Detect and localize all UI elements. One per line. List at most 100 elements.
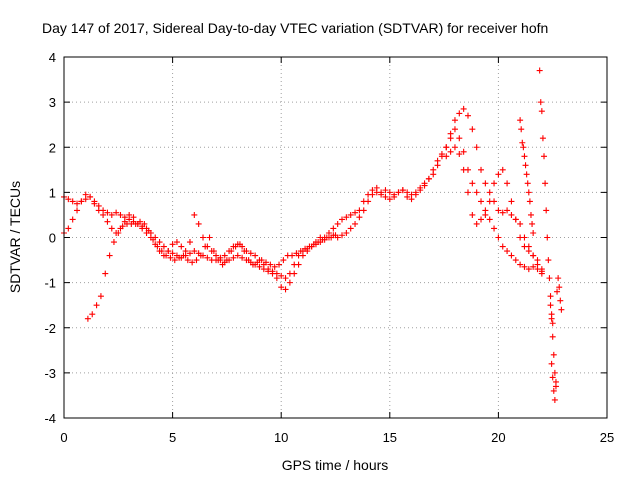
- data-point: [447, 148, 454, 155]
- data-point: [517, 117, 524, 124]
- data-point: [460, 105, 467, 112]
- data-point: [499, 209, 506, 216]
- axis-ticks: [63, 56, 608, 419]
- data-point: [171, 257, 178, 264]
- series-spike-a: [517, 117, 537, 236]
- data-point: [137, 218, 144, 225]
- data-point: [186, 239, 193, 246]
- data-point: [74, 200, 81, 207]
- data-point: [352, 209, 359, 216]
- data-point: [460, 148, 467, 155]
- data-point: [521, 263, 528, 270]
- data-point: [167, 254, 174, 261]
- data-point: [544, 234, 551, 241]
- data-point: [310, 241, 317, 248]
- grid-lines: [64, 57, 607, 418]
- data-point: [193, 257, 200, 264]
- data-point: [339, 216, 346, 223]
- series-spike-d: [548, 360, 559, 403]
- data-point: [93, 302, 100, 309]
- data-point: [197, 252, 204, 259]
- x-axis-label: GPS time / hours: [282, 457, 389, 473]
- data-point: [508, 252, 515, 259]
- data-point: [252, 252, 259, 259]
- data-point: [421, 182, 428, 189]
- y-axis-label: SDTVAR / TECUs: [7, 181, 23, 293]
- data-point: [486, 189, 493, 196]
- data-point: [530, 252, 537, 259]
- data-point: [491, 180, 498, 187]
- data-point: [469, 126, 476, 133]
- data-point: [473, 220, 480, 227]
- data-point: [554, 288, 561, 295]
- data-point: [356, 214, 363, 221]
- data-point: [113, 209, 120, 216]
- data-point: [293, 250, 300, 257]
- data-point: [386, 196, 393, 203]
- data-point: [360, 198, 367, 205]
- data-point: [508, 198, 515, 205]
- data-point: [558, 306, 565, 313]
- data-point: [297, 248, 304, 255]
- data-point: [504, 248, 511, 255]
- data-point: [478, 198, 485, 205]
- data-point: [191, 211, 198, 218]
- data-point: [302, 245, 309, 252]
- data-point: [469, 211, 476, 218]
- data-point: [482, 211, 489, 218]
- data-point: [282, 275, 289, 282]
- data-point: [232, 243, 239, 250]
- data-point: [395, 189, 402, 196]
- y-tick-label: -2: [44, 321, 56, 336]
- data-point: [456, 110, 463, 117]
- data-point: [65, 196, 72, 203]
- data-point: [97, 293, 104, 300]
- y-tick-label: 4: [49, 50, 56, 65]
- data-point: [464, 189, 471, 196]
- data-point: [504, 207, 511, 214]
- data-point: [273, 275, 280, 282]
- data-point: [267, 261, 274, 268]
- data-point: [412, 191, 419, 198]
- data-point: [530, 229, 537, 236]
- data-point: [534, 257, 541, 264]
- x-tick-label: 20: [491, 430, 505, 445]
- y-tick-label: -4: [44, 411, 56, 426]
- data-point: [347, 225, 354, 232]
- data-point: [223, 257, 230, 264]
- data-point: [210, 248, 217, 255]
- data-point: [504, 180, 511, 187]
- data-point: [158, 248, 165, 255]
- data-point: [486, 198, 493, 205]
- data-point: [469, 180, 476, 187]
- data-point: [473, 189, 480, 196]
- data-point: [165, 248, 172, 255]
- data-point: [65, 225, 72, 232]
- data-point: [538, 108, 545, 115]
- data-point: [550, 387, 557, 394]
- data-point: [110, 239, 117, 246]
- data-point: [526, 198, 533, 205]
- data-point: [200, 234, 207, 241]
- data-point: [108, 225, 115, 232]
- data-point: [549, 333, 556, 340]
- data-point: [286, 279, 293, 286]
- data-point: [74, 207, 81, 214]
- series-spike-b: [536, 67, 556, 327]
- data-point: [173, 239, 180, 246]
- data-point: [195, 220, 202, 227]
- data-point: [518, 126, 525, 133]
- data-point: [512, 216, 519, 223]
- data-point: [156, 239, 163, 246]
- data-point: [234, 252, 241, 259]
- data-point: [408, 196, 415, 203]
- data-point: [456, 135, 463, 142]
- data-point: [139, 225, 146, 232]
- data-point: [556, 284, 563, 291]
- data-point: [551, 396, 558, 403]
- data-point: [382, 193, 389, 200]
- data-point: [108, 211, 115, 218]
- data-point: [547, 293, 554, 300]
- data-point: [145, 227, 152, 234]
- data-point: [491, 225, 498, 232]
